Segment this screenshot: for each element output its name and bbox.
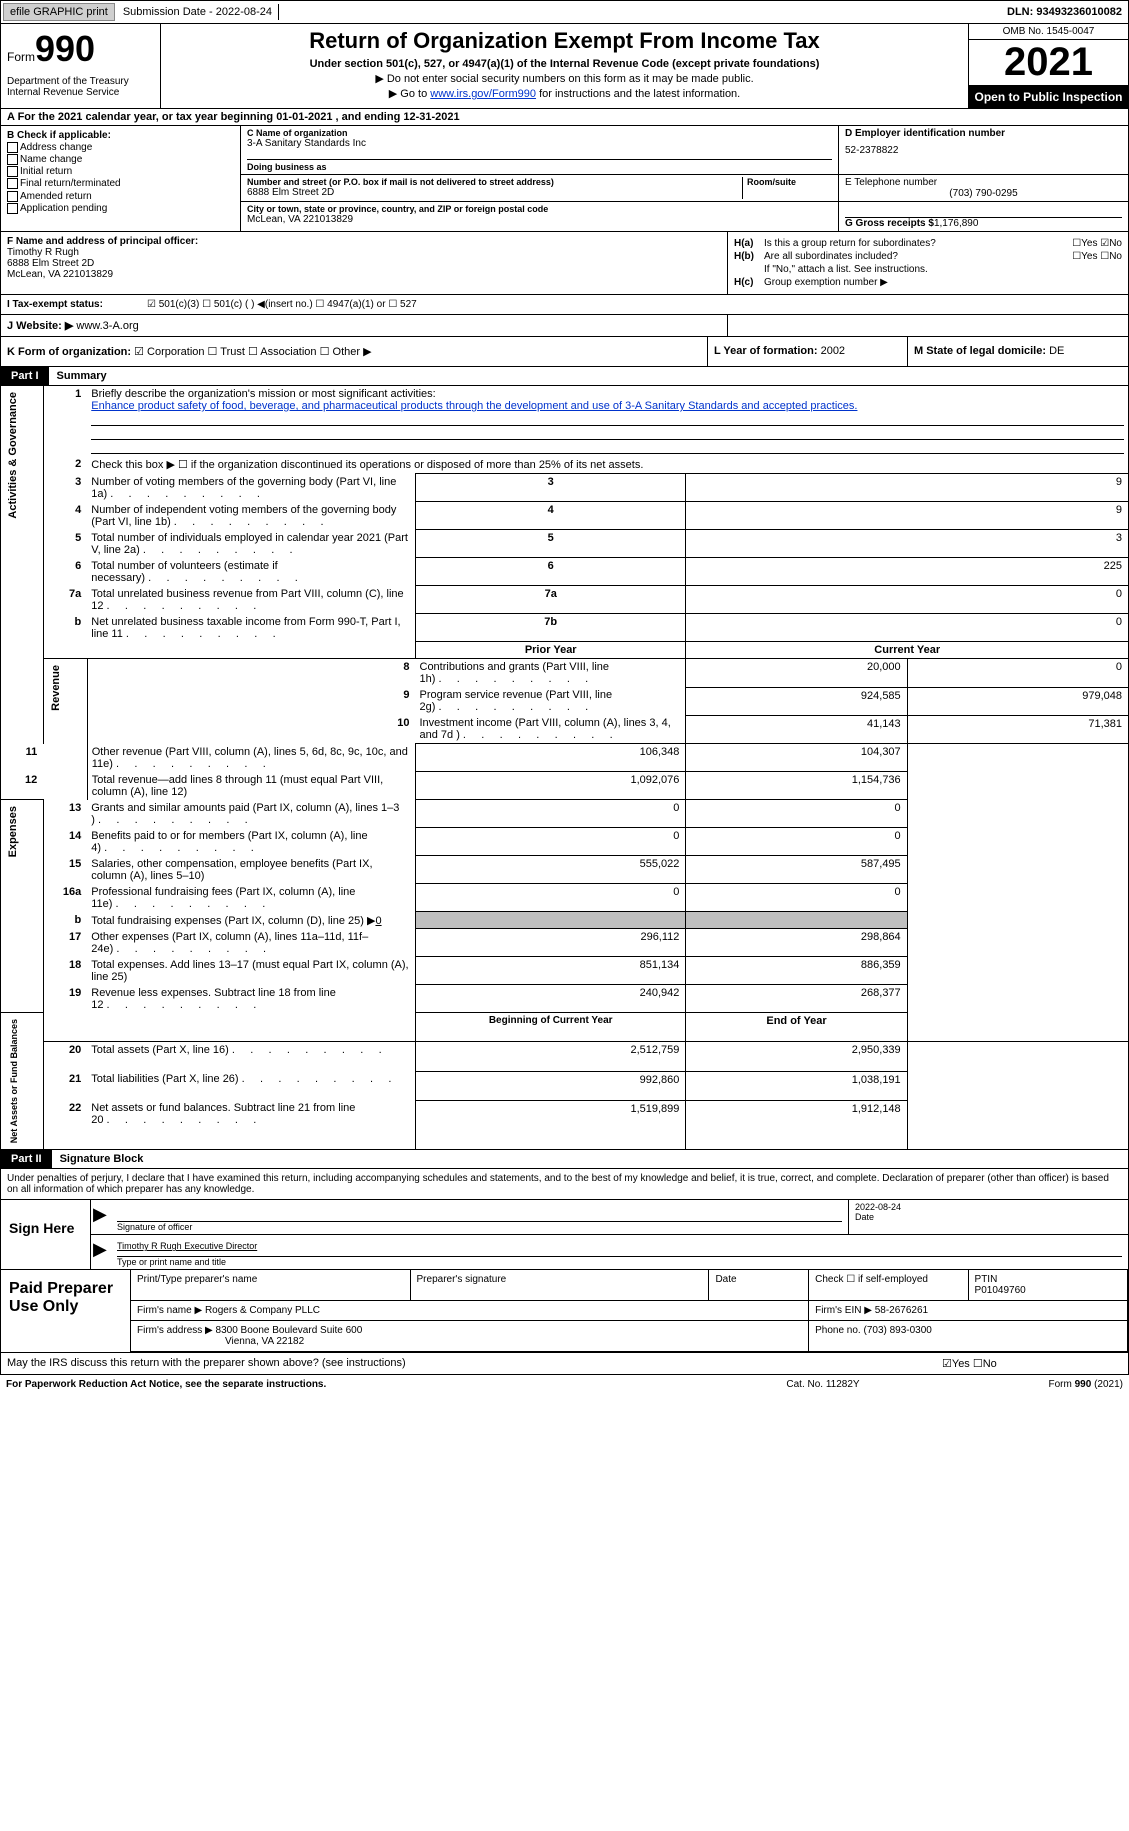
form-org[interactable]: ☑ Corporation ☐ Trust ☐ Association ☐ Ot… bbox=[134, 346, 371, 358]
chk-initial-return[interactable]: Initial return bbox=[7, 166, 234, 177]
year-formation: 2002 bbox=[821, 345, 845, 357]
chk-application-pending[interactable]: Application pending bbox=[7, 203, 234, 214]
tel-cell: E Telephone number (703) 790-0295 bbox=[838, 175, 1128, 201]
firm-name: Rogers & Company PLLC bbox=[205, 1305, 320, 1316]
col-cd: C Name of organization 3-A Sanitary Stan… bbox=[241, 126, 1128, 231]
org-name: 3-A Sanitary Standards Inc bbox=[247, 138, 832, 149]
line6-val: 225 bbox=[686, 558, 1129, 586]
firm-ein: 58-2676261 bbox=[875, 1305, 928, 1316]
firm-phone: (703) 893-0300 bbox=[863, 1325, 931, 1336]
ein-cell: D Employer identification number 52-2378… bbox=[838, 126, 1128, 174]
tax-exempt-status[interactable]: ☑ 501(c)(3) ☐ 501(c) ( ) ◀(insert no.) ☐… bbox=[147, 299, 417, 310]
line4-val: 9 bbox=[686, 502, 1129, 530]
hb-yesno[interactable]: ☐Yes ☐No bbox=[1002, 251, 1122, 262]
dept-treasury: Department of the Treasury Internal Reve… bbox=[7, 76, 154, 98]
preparer-block: Paid Preparer Use Only Print/Type prepar… bbox=[0, 1270, 1129, 1353]
sign-here-label: Sign Here bbox=[1, 1200, 91, 1269]
side-activities: Activities & Governance bbox=[5, 388, 21, 523]
street: 6888 Elm Street 2D bbox=[247, 187, 742, 198]
side-revenue: Revenue bbox=[48, 661, 64, 715]
gross-receipts: 1,176,890 bbox=[934, 218, 979, 229]
open-to-public: Open to Public Inspection bbox=[969, 86, 1128, 108]
line7a-val: 0 bbox=[686, 586, 1129, 614]
telephone: (703) 790-0295 bbox=[845, 188, 1122, 199]
block-fh: F Name and address of principal officer:… bbox=[0, 232, 1129, 295]
gross-cell: G Gross receipts $1,176,890 bbox=[838, 202, 1128, 231]
firm-addr2: Vienna, VA 22182 bbox=[225, 1336, 304, 1347]
chk-name-change[interactable]: Name change bbox=[7, 154, 234, 165]
sign-block: Sign Here ▶ Signature of officer 2022-08… bbox=[0, 1200, 1129, 1270]
state-domicile: DE bbox=[1049, 345, 1064, 357]
penalty-text: Under penalties of perjury, I declare th… bbox=[0, 1169, 1129, 1200]
tax-year: 2021 bbox=[969, 40, 1128, 86]
part-i-header: Part I Summary bbox=[0, 367, 1129, 386]
mission-text: Enhance product safety of food, beverage… bbox=[91, 400, 857, 412]
form-org-row: K Form of organization: ☑ Corporation ☐ … bbox=[0, 337, 1129, 367]
omb-number: OMB No. 1545-0047 bbox=[969, 24, 1128, 40]
form-title: Return of Organization Exempt From Incom… bbox=[167, 28, 962, 54]
city: McLean, VA 221013829 bbox=[247, 214, 832, 225]
submission-date: Submission Date - 2022-08-24 bbox=[117, 4, 279, 20]
efile-print-button[interactable]: efile GRAPHIC print bbox=[3, 3, 115, 21]
row-a: A For the 2021 calendar year, or tax yea… bbox=[0, 109, 1129, 126]
dln: DLN: 93493236010082 bbox=[1001, 4, 1128, 20]
website: www.3-A.org bbox=[76, 320, 138, 332]
arrow-icon: ▶ bbox=[91, 1200, 111, 1234]
ptin: P01049760 bbox=[975, 1285, 1026, 1296]
discuss-row: May the IRS discuss this return with the… bbox=[0, 1353, 1129, 1375]
paid-preparer-label: Paid Preparer Use Only bbox=[1, 1270, 131, 1352]
header-mid: Return of Organization Exempt From Incom… bbox=[161, 24, 968, 108]
header-sub1: Under section 501(c), 527, or 4947(a)(1)… bbox=[167, 58, 962, 70]
part-ii-header: Part II Signature Block bbox=[0, 1150, 1129, 1169]
footer: For Paperwork Reduction Act Notice, see … bbox=[0, 1375, 1129, 1394]
form-number: 990 bbox=[35, 28, 95, 69]
chk-address-change[interactable]: Address change bbox=[7, 142, 234, 153]
line7b-val: 0 bbox=[686, 614, 1129, 642]
principal-officer: F Name and address of principal officer:… bbox=[1, 232, 728, 294]
side-expenses: Expenses bbox=[5, 802, 21, 861]
irs-link[interactable]: www.irs.gov/Form990 bbox=[430, 88, 536, 100]
tax-exempt-row: I Tax-exempt status: ☑ 501(c)(3) ☐ 501(c… bbox=[0, 295, 1129, 315]
line16b-val: 0 bbox=[375, 915, 381, 927]
group-return: H(a)Is this a group return for subordina… bbox=[728, 232, 1128, 294]
side-netassets: Net Assets or Fund Balances bbox=[7, 1015, 21, 1147]
summary-table: Activities & Governance 1 Briefly descri… bbox=[0, 386, 1129, 1150]
col-b: B Check if applicable: Address change Na… bbox=[1, 126, 241, 231]
header-left: Form990 Department of the Treasury Inter… bbox=[1, 24, 161, 108]
chk-amended-return[interactable]: Amended return bbox=[7, 191, 234, 202]
officer-name: Timothy R Rugh Executive Director bbox=[117, 1237, 1122, 1257]
chk-final-return[interactable]: Final return/terminated bbox=[7, 178, 234, 189]
website-row: J Website: ▶ www.3-A.org bbox=[0, 315, 1129, 337]
line5-val: 3 bbox=[686, 530, 1129, 558]
discuss-yesno[interactable]: ☑Yes ☐No bbox=[942, 1357, 1122, 1370]
ein: 52-2378822 bbox=[845, 145, 1122, 156]
arrow-icon: ▶ bbox=[91, 1235, 111, 1269]
org-name-cell: C Name of organization 3-A Sanitary Stan… bbox=[241, 126, 838, 174]
block-bc: B Check if applicable: Address change Na… bbox=[0, 126, 1129, 232]
ha-yesno[interactable]: ☐Yes ☑No bbox=[1002, 238, 1122, 249]
prior-year-hdr: Prior Year bbox=[416, 642, 686, 659]
header-right: OMB No. 1545-0047 2021 Open to Public In… bbox=[968, 24, 1128, 108]
header: Form990 Department of the Treasury Inter… bbox=[0, 24, 1129, 109]
topbar: efile GRAPHIC print Submission Date - 20… bbox=[0, 0, 1129, 24]
header-sub3: ▶ Go to www.irs.gov/Form990 for instruct… bbox=[167, 87, 962, 100]
line3-val: 9 bbox=[686, 474, 1129, 502]
col-b-title: B Check if applicable: bbox=[7, 130, 234, 141]
form-label: Form bbox=[7, 50, 35, 64]
header-sub2: ▶ Do not enter social security numbers o… bbox=[167, 72, 962, 85]
firm-addr1: 8300 Boone Boulevard Suite 600 bbox=[216, 1325, 363, 1336]
current-year-hdr: Current Year bbox=[686, 642, 1129, 659]
sign-date: 2022-08-24 bbox=[855, 1202, 1122, 1212]
